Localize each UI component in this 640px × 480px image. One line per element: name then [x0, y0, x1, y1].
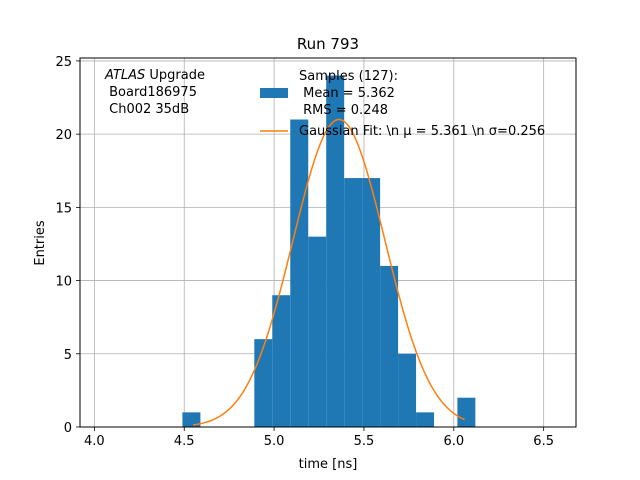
atlas-annotation-line3: Ch002 35dB [105, 102, 189, 117]
histogram-bar [380, 265, 399, 427]
y-tick-label: 15 [55, 201, 72, 216]
legend-fit-label: Gaussian Fit: \n μ = 5.361 \n σ=0.256 [299, 124, 545, 139]
atlas-annotation-line2: Board186975 [105, 85, 197, 100]
atlas-label: ATLAS [104, 68, 145, 83]
histogram-bar [398, 353, 417, 427]
x-ticks: 4.0 4.5 5.0 5.5 6.0 6.5 [84, 427, 554, 449]
legend: Samples (127): Mean = 5.362 RMS = 0.248 … [260, 69, 545, 139]
chart-title: Run 793 [297, 35, 359, 53]
histogram-bar [182, 412, 201, 427]
histogram-bar [308, 236, 327, 427]
y-axis-label: Entries [33, 220, 48, 266]
y-tick-label: 5 [64, 348, 72, 363]
legend-samples-patch [260, 88, 288, 98]
legend-samples-line3: RMS = 0.248 [299, 103, 388, 118]
y-tick-label: 10 [55, 275, 72, 290]
gaussian-fit-curve [193, 118, 465, 426]
y-tick-label: 0 [64, 421, 72, 436]
upgrade-label: Upgrade [145, 68, 205, 83]
plot-frame [79, 57, 577, 428]
x-tick-label: 4.0 [84, 434, 105, 449]
histogram-bar [272, 295, 291, 427]
histogram-bar [416, 412, 435, 427]
histogram-bar [290, 119, 309, 427]
x-tick-label: 4.5 [174, 434, 195, 449]
histogram-bar [326, 75, 345, 428]
y-tick-label: 20 [55, 128, 72, 143]
x-tick-label: 5.5 [354, 434, 375, 449]
y-tick-label: 25 [55, 55, 72, 70]
legend-samples-line1: Samples (127): [299, 69, 398, 84]
legend-samples-line2: Mean = 5.362 [299, 86, 395, 101]
atlas-annotation-line1: ATLAS Upgrade [104, 68, 205, 83]
histogram-bar [344, 178, 363, 427]
y-ticks: 0 5 10 15 20 25 [55, 55, 80, 436]
gaussian-fit [193, 118, 465, 426]
histogram-bar [254, 339, 273, 427]
x-tick-label: 5.0 [264, 434, 285, 449]
histogram-bar [457, 397, 476, 427]
histogram-bar [362, 178, 381, 427]
x-tick-label: 6.5 [533, 434, 554, 449]
histogram-bars [182, 75, 476, 428]
x-tick-label: 6.0 [443, 434, 464, 449]
x-axis-label: time [ns] [299, 457, 358, 472]
